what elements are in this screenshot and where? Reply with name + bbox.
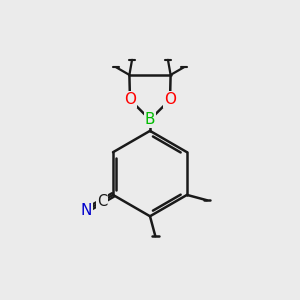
- Text: O: O: [164, 92, 176, 107]
- Text: C: C: [97, 194, 107, 209]
- Text: N: N: [81, 203, 92, 218]
- Text: O: O: [124, 92, 136, 107]
- Text: B: B: [145, 112, 155, 127]
